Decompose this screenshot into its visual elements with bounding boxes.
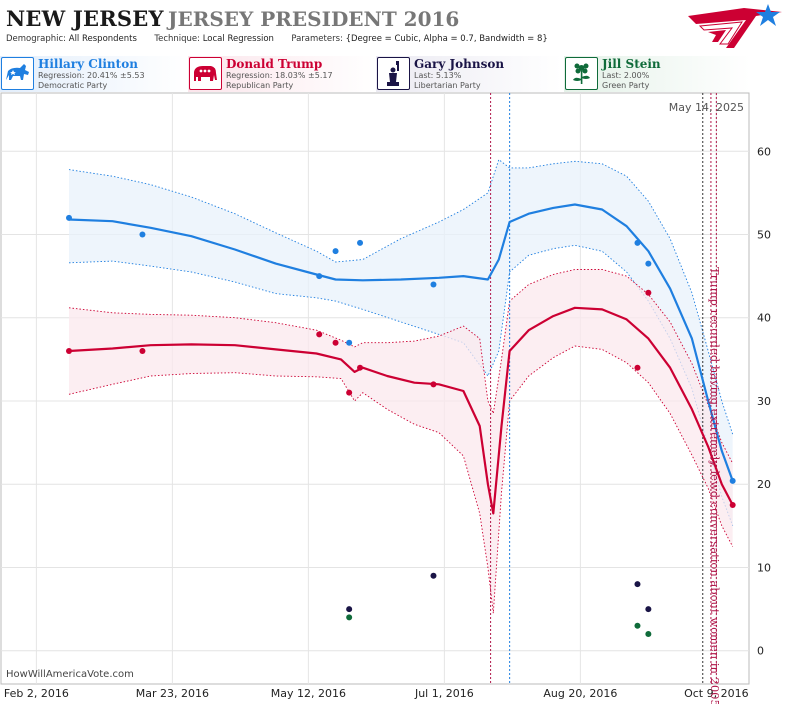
candidate-name: Donald Trump: [226, 57, 323, 71]
band-lower-bound: [68, 345, 734, 614]
donkey-icon: [1, 57, 34, 90]
poll-point: [634, 622, 641, 629]
poll-point: [346, 606, 353, 613]
poll-point: [430, 572, 437, 579]
x-tick-label: May 12, 2016: [271, 687, 346, 700]
statue-of-liberty-icon: [377, 57, 410, 90]
parameters-value: {Degree = Cubic, Alpha = 0.7, Bandwidth …: [345, 34, 548, 44]
poll-point: [346, 339, 353, 346]
technique-label: Technique:: [154, 34, 201, 44]
poll-point: [139, 348, 146, 355]
candidate-party: Democratic Party: [38, 81, 108, 90]
poll-point: [346, 389, 353, 396]
event-annotation: Trump recorded having extremely lewd con…: [708, 267, 722, 704]
poll-point: [139, 231, 146, 238]
y-tick-label: 10: [757, 561, 771, 574]
candidate-party: Green Party: [602, 81, 650, 90]
candidate-card-stein: Jill Stein Last: 2.00% Green Party: [564, 56, 750, 92]
candidate-stat: Last: 2.00%: [602, 71, 650, 80]
state-title: NEW JERSEY: [6, 6, 164, 31]
y-axis: 0 10 20 30 40 50 60: [757, 145, 771, 657]
poll-point: [729, 502, 736, 509]
candidate-legend: Hillary Clinton Regression: 20.41% ±5.53…: [0, 56, 789, 92]
poll-point: [645, 631, 652, 638]
candidate-card-johnson: Gary Johnson Last: 5.13% Libertarian Par…: [376, 56, 562, 92]
band-upper-bound: [68, 269, 734, 464]
poll-points: [66, 214, 736, 638]
site-logo-icon: [688, 4, 782, 48]
elephant-icon: [189, 57, 222, 90]
parameters-line: Demographic: All Respondents Technique: …: [6, 34, 548, 44]
poll-point: [66, 348, 72, 355]
poll-point: [316, 331, 323, 338]
date-label: May 14, 2025: [669, 101, 744, 114]
y-tick-label: 30: [757, 395, 771, 408]
candidate-name: Gary Johnson: [414, 57, 505, 71]
watermark: HowWillAmericaVote.com: [6, 669, 134, 680]
x-tick-label: Oct 9, 2016: [684, 687, 749, 700]
candidate-stat: Regression: 18.03% ±5.17: [226, 71, 333, 80]
trend-line: [68, 306, 734, 515]
trend-line: [68, 203, 734, 482]
y-tick-label: 40: [757, 312, 771, 325]
x-axis: Feb 2, 2016 Mar 23, 2016 May 12, 2016 Jul 1…: [4, 687, 749, 700]
polling-chart: 0 10 20 30 40 50 60 Feb 2, 2016 Mar 23, 2016 May…: [0, 92, 771, 704]
poll-point: [357, 239, 364, 246]
poll-point: [634, 364, 641, 371]
y-tick-label: 20: [757, 478, 771, 491]
candidate-stat: Last: 5.13%: [414, 71, 462, 80]
race-title: JERSEY PRESIDENT 2016: [168, 7, 460, 31]
candidate-party: Republican Party: [226, 81, 294, 90]
technique-value: Local Regression: [202, 34, 274, 44]
poll-point: [332, 339, 339, 346]
x-tick-label: Feb 2, 2016: [4, 687, 69, 700]
demographic-label: Demographic:: [6, 34, 67, 44]
poll-point: [634, 239, 641, 246]
x-tick-label: Jul 1, 2016: [414, 687, 474, 700]
header: NEW JERSEY JERSEY PRESIDENT 2016 Demogra…: [0, 0, 789, 56]
y-tick-label: 60: [757, 145, 771, 158]
candidate-stat: Regression: 20.41% ±5.53: [38, 71, 145, 80]
y-tick-label: 0: [757, 645, 764, 658]
poll-point: [645, 606, 652, 613]
poll-point: [645, 260, 652, 267]
event-lines: [490, 93, 717, 684]
confidence-band: [69, 159, 733, 526]
demographic-value: All Respondents: [68, 34, 137, 44]
trend-lines: [68, 203, 734, 515]
poll-point: [332, 248, 339, 255]
poll-point: [357, 364, 364, 371]
poll-point: [634, 581, 641, 588]
y-tick-label: 50: [757, 229, 771, 242]
confidence-band: [69, 269, 733, 614]
x-tick-label: Aug 20, 2016: [543, 687, 617, 700]
parameters-label: Parameters:: [291, 34, 343, 44]
poll-point: [430, 381, 437, 388]
candidate-name: Hillary Clinton: [38, 57, 138, 71]
flower-icon: [565, 57, 598, 90]
poll-point: [430, 281, 437, 288]
candidate-card-clinton: Hillary Clinton Regression: 20.41% ±5.53…: [0, 56, 186, 92]
candidate-name: Jill Stein: [602, 57, 661, 71]
candidate-card-trump: Donald Trump Regression: 18.03% ±5.17 Re…: [188, 56, 374, 92]
poll-point: [316, 273, 323, 280]
poll-point: [346, 614, 353, 621]
band-upper-bound: [68, 158, 734, 435]
poll-point: [729, 477, 736, 484]
x-tick-label: Mar 23, 2016: [136, 687, 209, 700]
poll-point: [645, 289, 652, 296]
poll-point: [66, 214, 72, 221]
candidate-party: Libertarian Party: [414, 81, 481, 90]
confidence-bands: [68, 158, 734, 614]
